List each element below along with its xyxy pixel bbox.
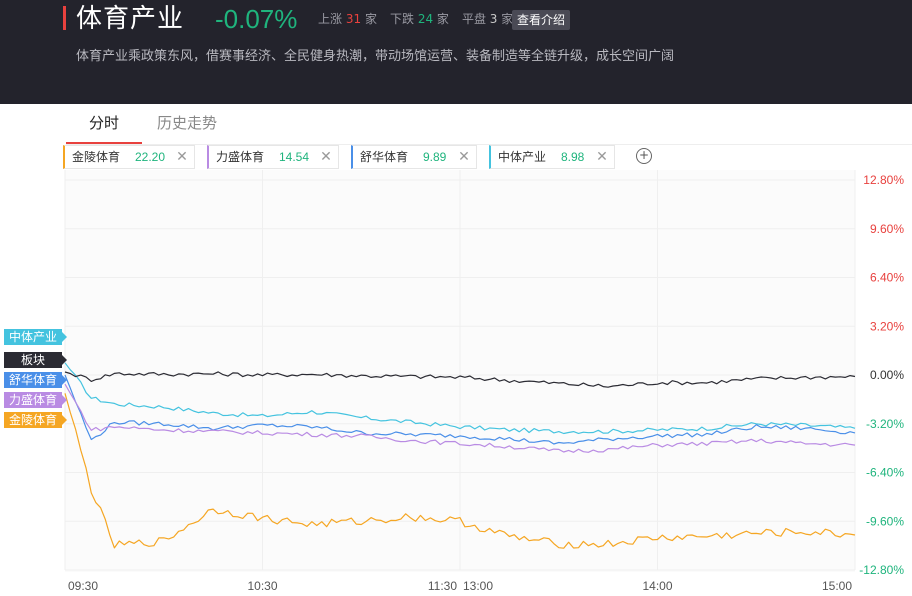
y-tick-label: 0.00% [870, 368, 904, 382]
series-line-4 [64, 393, 856, 549]
up-unit: 家 [364, 12, 377, 26]
close-icon[interactable]: ✕ [320, 149, 332, 165]
stock-chip-shuhua[interactable]: 舒华体育 9.89 ✕ [351, 145, 477, 169]
series-line-3 [64, 383, 856, 453]
flat-label: 平盘 [461, 12, 486, 26]
legend-tag-pointer [62, 332, 67, 342]
sector-header: 体育产业 -0.07% 上涨 31 家 下跌 24 家 平盘 3 家 查看介绍 … [0, 0, 912, 104]
x-tick-label: 10:30 [247, 579, 277, 593]
y-tick-label: -6.40% [866, 466, 904, 480]
y-tick-label: 12.80% [863, 173, 904, 187]
chip-name: 金陵体育 [72, 150, 121, 164]
series-line-0 [64, 362, 856, 435]
chip-name: 舒华体育 [360, 150, 409, 164]
x-tick-label: 14:00 [642, 579, 672, 593]
stock-chip-jinling[interactable]: 金陵体育 22.20 ✕ [63, 145, 195, 169]
x-tick-label: 09:30 [68, 579, 98, 593]
add-stock-icon[interactable]: + [636, 148, 652, 164]
legend-tag-pointer [62, 395, 67, 405]
legend-tag-pointer [62, 375, 67, 385]
close-icon[interactable]: ✕ [176, 149, 188, 165]
chip-value: 9.89 [423, 150, 447, 164]
close-icon[interactable]: ✕ [458, 149, 470, 165]
flat-stat: 平盘 3 家 [462, 10, 513, 28]
view-intro-button[interactable]: 查看介绍 [512, 10, 571, 30]
y-tick-label: -9.60% [866, 514, 904, 528]
title-accent-bar [63, 6, 66, 30]
series-line-1 [64, 371, 856, 388]
chip-value: 14.54 [279, 150, 310, 164]
sector-description: 体育产业乘政策东风，借赛事经济、全民健身热潮，带动场馆运营、装备制造等全链升级，… [76, 49, 675, 64]
up-label: 上涨 [318, 12, 343, 26]
up-stat: 上涨 31 家 [318, 10, 377, 28]
x-tick-label: 13:00 [463, 579, 493, 593]
sector-change-percent: -0.07% [215, 4, 298, 34]
sector-title: 体育产业 [76, 4, 185, 34]
series-line-2 [64, 374, 856, 445]
legend-tag: 舒华体育 [4, 372, 67, 388]
chart-tabs: 分时 历史走势 [66, 104, 912, 145]
tab-intraday[interactable]: 分时 [88, 114, 119, 132]
legend-tag-pointer [62, 355, 67, 365]
chip-value: 22.20 [135, 150, 166, 164]
legend-tag: 中体产业 [4, 329, 67, 345]
tab-history-trend[interactable]: 历史走势 [156, 114, 217, 132]
legend-tag: 金陵体育 [4, 412, 67, 428]
x-tick-label: 11:30 [428, 579, 457, 593]
close-icon[interactable]: ✕ [596, 149, 608, 165]
down-unit: 家 [436, 12, 449, 26]
flat-count: 3 [489, 12, 498, 26]
legend-tag-pointer [62, 415, 67, 425]
y-tick-label: -3.20% [866, 417, 904, 431]
x-tick-label: 15:00 [822, 579, 852, 593]
stock-chip-zhongti[interactable]: 中体产业 8.98 ✕ [489, 145, 615, 169]
chip-value: 8.98 [561, 150, 585, 164]
legend-tag: 力盛体育 [4, 392, 67, 408]
down-stat: 下跌 24 家 [390, 10, 449, 28]
down-label: 下跌 [389, 12, 414, 26]
market-breadth-stats: 上涨 31 家 下跌 24 家 平盘 3 家 [318, 10, 526, 28]
down-count: 24 [417, 12, 434, 26]
legend-tag: 板块 [4, 352, 67, 368]
y-tick-label: 3.20% [870, 319, 904, 333]
chip-name: 中体产业 [498, 150, 547, 164]
tabs-divider [66, 144, 912, 145]
active-tab-indicator [66, 142, 142, 144]
y-tick-label: 6.40% [870, 271, 904, 285]
up-count: 31 [345, 12, 362, 26]
flat-unit: 家 [501, 12, 514, 26]
y-tick-label: 9.60% [870, 222, 904, 236]
stock-chip-lisheng[interactable]: 力盛体育 14.54 ✕ [207, 145, 339, 169]
y-tick-label: -12.80% [859, 563, 904, 577]
chip-name: 力盛体育 [216, 150, 265, 164]
